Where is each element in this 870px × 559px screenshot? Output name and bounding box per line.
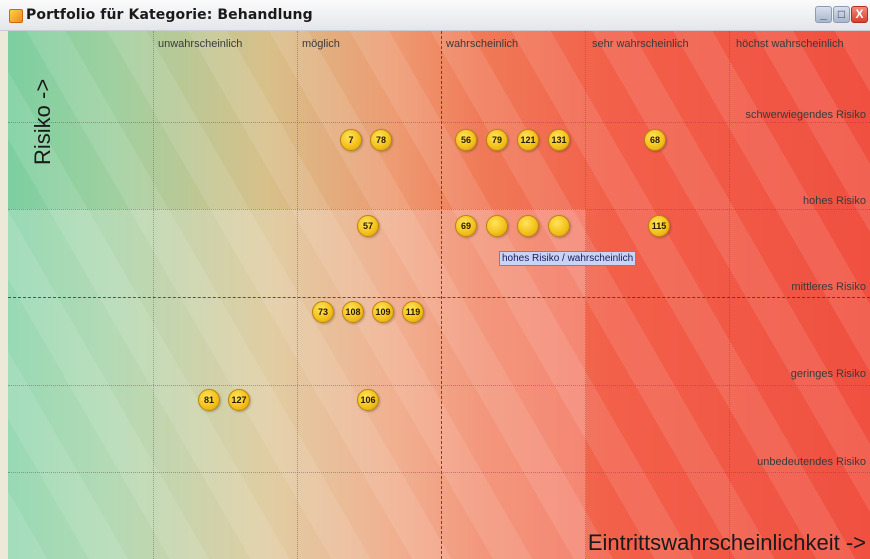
grid-line-h5: [8, 472, 870, 473]
lower-left-highlight: [8, 209, 586, 559]
grid-line-v1: [153, 31, 154, 559]
grid-line-v2: [297, 31, 298, 559]
background-stripes: [8, 31, 870, 559]
grid-line-h1: [8, 122, 870, 123]
grid-line-v5: [729, 31, 730, 559]
title-bar[interactable]: Portfolio für Kategorie: Behandlung _ □ …: [0, 0, 870, 31]
risk-item-marker[interactable]: 73: [312, 301, 334, 323]
risk-item-marker[interactable]: 106: [357, 389, 379, 411]
row-label: unbedeutendes Risiko: [757, 456, 866, 468]
close-button[interactable]: X: [851, 6, 868, 23]
row-label: hohes Risiko: [803, 195, 866, 207]
risk-item-marker[interactable]: 56: [455, 129, 477, 151]
grid-line-h4: [8, 385, 870, 386]
window-title: Portfolio für Kategorie: Behandlung: [26, 7, 313, 23]
risk-item-marker[interactable]: 7: [340, 129, 362, 151]
minimize-button[interactable]: _: [815, 6, 832, 23]
risk-item-marker[interactable]: 57: [357, 215, 379, 237]
column-label: sehr wahrscheinlich: [592, 38, 689, 50]
risk-item-marker[interactable]: 81: [198, 389, 220, 411]
maximize-button[interactable]: □: [833, 6, 850, 23]
risk-item-marker[interactable]: [517, 215, 539, 237]
grid-line-h3-dashed: [8, 297, 870, 298]
y-axis-title: Risiko ->: [30, 78, 55, 165]
risk-item-marker[interactable]: 127: [228, 389, 250, 411]
risk-item-marker[interactable]: 108: [342, 301, 364, 323]
risk-item-marker[interactable]: [486, 215, 508, 237]
risk-item-marker[interactable]: 131: [548, 129, 570, 151]
risk-item-marker[interactable]: 109: [372, 301, 394, 323]
risk-item-marker[interactable]: 79: [486, 129, 508, 151]
risk-item-marker[interactable]: [548, 215, 570, 237]
risk-item-marker[interactable]: 119: [402, 301, 424, 323]
column-label: wahrscheinlich: [446, 38, 519, 50]
grid-line-h2: [8, 209, 870, 210]
risk-item-marker[interactable]: 78: [370, 129, 392, 151]
row-label: mittleres Risiko: [791, 281, 866, 293]
grid-line-v4: [585, 31, 586, 559]
row-label: geringes Risiko: [790, 368, 866, 380]
risk-item-marker[interactable]: 121: [517, 129, 539, 151]
column-label: möglich: [302, 38, 340, 50]
column-label: höchst wahrscheinlich: [736, 38, 844, 50]
cell-tooltip: hohes Risiko / wahrscheinlich: [499, 251, 637, 266]
x-axis-title: Eintrittswahrscheinlichkeit ->: [587, 530, 866, 555]
grid-line-v3-dashed: [441, 31, 442, 559]
risk-item-marker[interactable]: 68: [644, 129, 666, 151]
risk-item-marker[interactable]: 69: [455, 215, 477, 237]
column-label: unwahrscheinlich: [158, 38, 243, 50]
row-label: schwerwiegendes Risiko: [745, 109, 866, 121]
app-icon: [9, 9, 23, 23]
risk-portfolio-matrix: unwahrscheinlich möglich wahrscheinlich …: [8, 31, 870, 559]
risk-item-marker[interactable]: 115: [648, 215, 670, 237]
